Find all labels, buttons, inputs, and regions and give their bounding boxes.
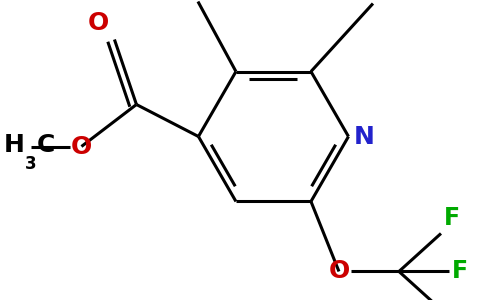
Text: O: O (328, 260, 349, 284)
Text: H: H (3, 133, 24, 157)
Text: F: F (444, 206, 460, 230)
Text: O: O (71, 134, 92, 158)
Text: 3: 3 (24, 154, 36, 172)
Text: O: O (88, 11, 109, 35)
Text: 2: 2 (224, 0, 236, 4)
Text: C: C (36, 133, 55, 157)
Text: N: N (353, 124, 374, 148)
Text: F: F (452, 260, 468, 284)
